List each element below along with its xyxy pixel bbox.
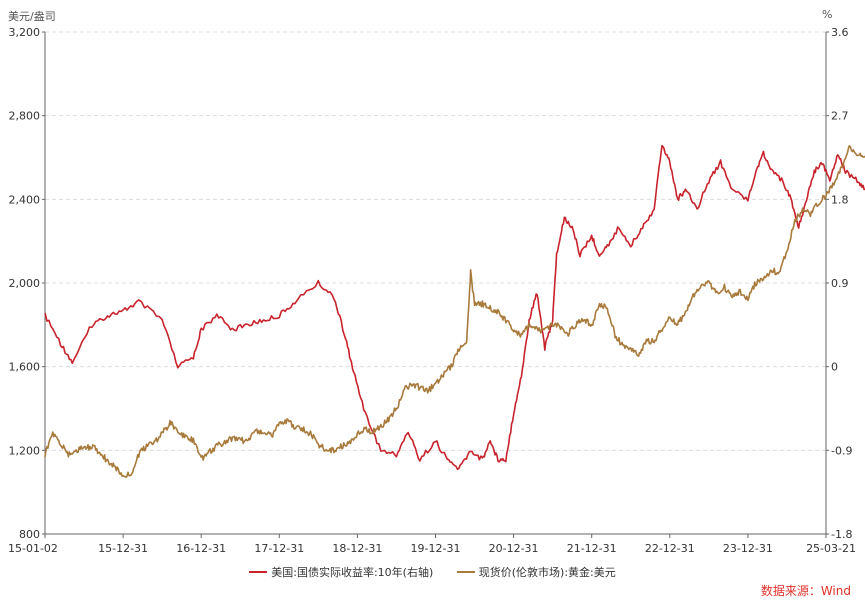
y-right-tick-label: -0.9 xyxy=(831,444,852,457)
x-tick-label: 19-12-31 xyxy=(411,542,461,555)
data-source-note: 数据来源：Wind xyxy=(760,584,851,598)
series-lines xyxy=(44,144,865,479)
left-axis-unit: 美元/盎司 xyxy=(8,10,56,23)
x-tick-label: 17-12-31 xyxy=(254,542,304,555)
legend-swatch-red xyxy=(249,571,268,573)
legend-label-real-yield: 美国:国债实际收益率:10年(右轴) xyxy=(271,566,434,579)
legend-swatch-gold xyxy=(456,571,475,573)
axes xyxy=(42,31,829,538)
y-right-tick-label: 3.6 xyxy=(831,26,849,39)
y-right-tick-label: 2.7 xyxy=(831,110,849,123)
series-line-real-yield xyxy=(44,144,865,471)
tick-labels: 800 1,200 1,600 2,000 2,400 2,800 3,200 -1.8 -0.… xyxy=(8,26,856,555)
x-tick-label: 25-03-21 xyxy=(806,542,856,555)
y-right-tick-label: 1.8 xyxy=(831,193,849,206)
y-left-tick-label: 1,600 xyxy=(9,361,41,374)
y-right-tick-label: 0.9 xyxy=(831,277,849,290)
y-left-tick-label: 1,200 xyxy=(9,444,41,457)
y-left-tick-label: 3,200 xyxy=(9,26,41,39)
x-tick-label: 21-12-31 xyxy=(567,542,617,555)
x-tick-label: 15-12-31 xyxy=(98,542,148,555)
legend-item-real-yield[interactable]: 美国:国债实际收益率:10年(右轴) xyxy=(249,564,433,580)
right-axis-unit: % xyxy=(822,8,833,21)
x-tick-label: 16-12-31 xyxy=(176,542,226,555)
series-line-gold-price xyxy=(44,144,865,479)
x-tick-label: 23-12-31 xyxy=(723,542,773,555)
legend: 美国:国债实际收益率:10年(右轴) 现货价(伦敦市场):黄金:美元 xyxy=(0,563,865,580)
legend-label-gold-price: 现货价(伦敦市场):黄金:美元 xyxy=(478,566,616,579)
x-tick-label: 20-12-31 xyxy=(489,542,539,555)
grid-lines xyxy=(45,31,826,451)
x-tick-label: 15-01-02 xyxy=(8,542,58,555)
x-tick-label: 18-12-31 xyxy=(332,542,382,555)
x-tick-label: 22-12-31 xyxy=(645,542,695,555)
y-right-tick-label: -1.8 xyxy=(831,528,852,541)
y-right-tick-label: 0 xyxy=(831,361,838,374)
legend-item-gold-price[interactable]: 现货价(伦敦市场):黄金:美元 xyxy=(456,564,616,580)
y-left-tick-label: 2,400 xyxy=(9,193,41,206)
y-left-tick-label: 2,000 xyxy=(9,277,41,290)
y-left-tick-label: 800 xyxy=(19,528,40,541)
y-left-tick-label: 2,800 xyxy=(9,110,41,123)
